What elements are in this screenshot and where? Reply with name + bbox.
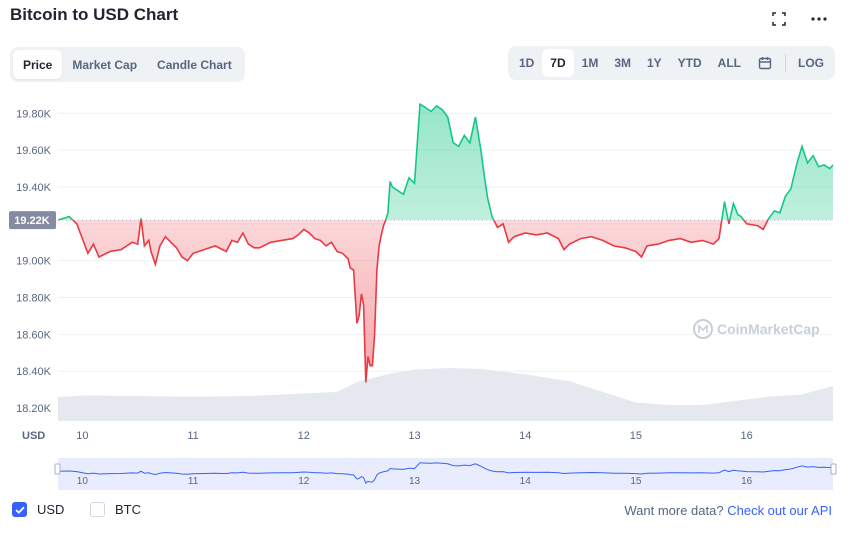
y-tick-label: 18.60K bbox=[16, 329, 52, 341]
navigator-tick-label: 15 bbox=[630, 476, 642, 487]
time-range-selector: 1D 7D 1M 3M 1Y YTD ALL LOG bbox=[507, 46, 835, 80]
more-options-icon[interactable] bbox=[810, 10, 828, 28]
navigator-background bbox=[58, 458, 833, 490]
price-area-down bbox=[72, 220, 768, 383]
chart-title: Bitcoin to USD Chart bbox=[10, 5, 179, 24]
usd-label: USD bbox=[37, 502, 65, 517]
navigator-line bbox=[57, 462, 834, 485]
toolbar-divider bbox=[785, 54, 786, 72]
y-tick-label: 18.80K bbox=[16, 293, 52, 305]
x-tick-label: 13 bbox=[408, 430, 420, 442]
x-tick-label: 10 bbox=[76, 430, 88, 442]
y-tick-label: 19.80K bbox=[16, 108, 52, 120]
tab-candle-chart[interactable]: Candle Chart bbox=[157, 57, 232, 72]
y-tick-label: 19.00K bbox=[16, 256, 52, 268]
x-tick-label: 14 bbox=[519, 430, 531, 442]
volume-area bbox=[58, 368, 833, 421]
x-tick-label: 15 bbox=[630, 430, 642, 442]
baseline-label: 19.22K bbox=[14, 215, 50, 227]
price-line-up bbox=[57, 102, 834, 221]
baseline-label-bg bbox=[9, 211, 56, 230]
navigator-tick-label: 12 bbox=[298, 476, 310, 487]
range-3m[interactable]: 3M bbox=[614, 56, 631, 70]
y-tick-label: 18.20K bbox=[16, 403, 52, 415]
api-link[interactable]: Check out our API bbox=[727, 503, 832, 518]
fullscreen-icon[interactable] bbox=[770, 10, 788, 28]
more-data-prompt: Want more data? Check out our API bbox=[624, 503, 832, 518]
range-1y[interactable]: 1Y bbox=[646, 56, 662, 70]
log-scale-toggle[interactable]: LOG bbox=[798, 56, 824, 70]
chart-type-tabs: Price Market Cap Candle Chart bbox=[10, 47, 245, 82]
x-tick-label: 16 bbox=[741, 430, 753, 442]
more-data-text: Want more data? bbox=[624, 503, 724, 518]
navigator-handle-right bbox=[830, 463, 837, 475]
y-tick-label: 19.40K bbox=[16, 182, 52, 194]
y-tick-label: 19.60K bbox=[16, 145, 52, 157]
range-all[interactable]: ALL bbox=[717, 56, 741, 70]
watermark-logo-icon bbox=[693, 319, 713, 339]
navigator-tick-label: 10 bbox=[77, 476, 89, 487]
navigator-tick-label: 13 bbox=[409, 476, 421, 487]
navigator-handle-left bbox=[54, 463, 61, 475]
checkbox-checked-icon bbox=[12, 502, 27, 517]
tab-market-cap[interactable]: Market Cap bbox=[72, 57, 138, 72]
chart-footer: USD BTC Want more data? Check out our AP… bbox=[0, 500, 850, 522]
coinmarketcap-watermark: CoinMarketCap bbox=[693, 319, 820, 339]
price-chart[interactable]: 18.20K18.40K18.60K18.80K19.00K19.20K19.4… bbox=[0, 88, 850, 496]
usd-checkbox[interactable]: USD bbox=[12, 502, 64, 517]
price-line-down bbox=[58, 220, 769, 383]
btc-label: BTC bbox=[115, 502, 141, 517]
price-area-up bbox=[58, 104, 833, 221]
btc-checkbox[interactable]: BTC bbox=[90, 502, 141, 517]
y-tick-label: 18.40K bbox=[16, 366, 52, 378]
navigator-tick-label: 11 bbox=[188, 476, 199, 487]
tab-price[interactable]: Price bbox=[13, 50, 63, 79]
navigator-tick-label: 14 bbox=[520, 476, 532, 487]
axis-unit-label: USD bbox=[22, 430, 45, 442]
calendar-icon[interactable] bbox=[749, 49, 781, 77]
x-tick-label: 11 bbox=[187, 430, 198, 442]
x-tick-label: 12 bbox=[298, 430, 310, 442]
checkbox-unchecked-icon bbox=[90, 502, 105, 517]
range-1d[interactable]: 1D bbox=[518, 56, 535, 70]
chart-toolbar bbox=[770, 10, 828, 28]
range-7d[interactable]: 7D bbox=[542, 49, 574, 77]
range-ytd[interactable]: YTD bbox=[677, 56, 702, 70]
range-1m[interactable]: 1M bbox=[581, 56, 599, 70]
watermark-logo-mark bbox=[698, 324, 708, 333]
watermark-text: CoinMarketCap bbox=[717, 321, 820, 337]
navigator-tick-label: 16 bbox=[741, 476, 753, 487]
